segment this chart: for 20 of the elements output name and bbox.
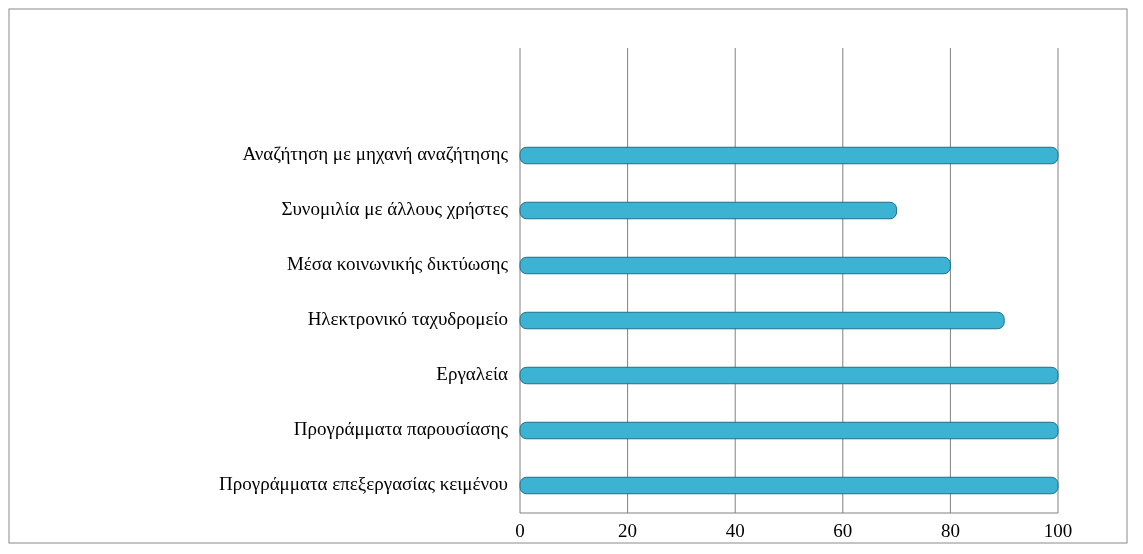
y-tick-label: Ηλεκτρονικό ταχυδρομείο: [307, 307, 508, 329]
x-tick-label: 60: [833, 520, 853, 541]
y-tick-label: Προγράμματα επεξεργασίας κειμένου: [219, 472, 508, 494]
y-tick-label: Προγράμματα παρουσίασης: [293, 417, 509, 439]
x-tick-label: 20: [618, 520, 638, 541]
x-tick-label: 80: [940, 520, 960, 541]
y-tick-label: Συνομιλία με άλλους χρήστες: [281, 197, 509, 219]
bar: [519, 146, 1059, 165]
x-tick-label: 40: [725, 520, 745, 541]
bar: [519, 366, 1059, 385]
bar: [519, 421, 1059, 440]
bar: [519, 256, 951, 275]
bar: [519, 476, 1059, 495]
y-tick-label: Εργαλεία: [436, 362, 509, 384]
x-tick-label: 0: [515, 520, 525, 541]
bar: [519, 311, 1005, 330]
x-tick-label: 100: [1043, 520, 1073, 541]
y-tick-label: Μέσα κοινωνικής δικτύωσης: [286, 252, 509, 274]
bar: [519, 201, 898, 220]
y-tick-label: Αναζήτηση με μηχανή αναζήτησης: [242, 142, 509, 164]
